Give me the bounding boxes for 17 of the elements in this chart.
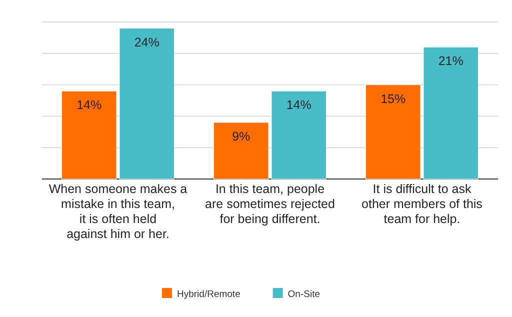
data-label: 15% — [380, 92, 406, 106]
data-label: 9% — [232, 129, 250, 144]
bar — [214, 122, 269, 180]
legend-label: On-Site — [288, 289, 320, 300]
data-label: 21% — [438, 54, 464, 68]
data-label: 14% — [286, 98, 312, 112]
bar — [423, 46, 478, 180]
x-tick-label: It is difficult to ask other members of this team for help. — [362, 182, 482, 226]
data-label: 24% — [134, 35, 160, 50]
bar — [62, 90, 117, 180]
bar — [271, 90, 326, 180]
bar — [119, 28, 174, 180]
legend-label: Hybrid/Remote — [177, 289, 240, 300]
x-tick-label: In this team, people are sometimes rejected for being different. — [205, 182, 335, 226]
data-label: 14% — [76, 98, 102, 112]
bar — [366, 84, 421, 180]
x-tick-label: When someone makes a mistake in this team, it is often held against him or her. — [48, 182, 188, 241]
